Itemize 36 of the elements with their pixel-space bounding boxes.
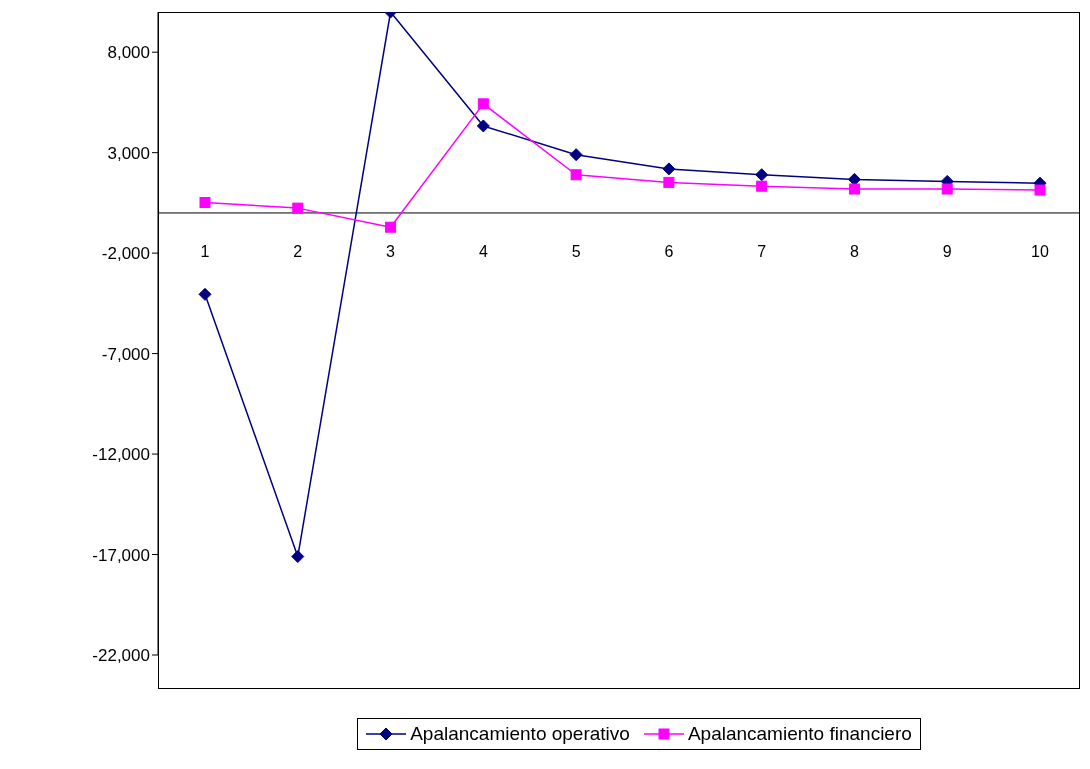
y-tick-label: -17,000 bbox=[92, 545, 150, 565]
x-tick-label: 5 bbox=[571, 243, 581, 261]
y-tick-label: -22,000 bbox=[92, 646, 150, 666]
legend-label: Apalancamiento operativo bbox=[410, 723, 630, 745]
point bbox=[662, 162, 676, 176]
point bbox=[663, 176, 675, 188]
point bbox=[941, 183, 953, 195]
y-tick-label: -12,000 bbox=[92, 445, 150, 465]
y-tick-label: 8,000 bbox=[107, 43, 150, 63]
x-tick-label: 2 bbox=[293, 243, 303, 261]
point bbox=[755, 168, 769, 182]
x-tick-label: 7 bbox=[757, 243, 767, 261]
point bbox=[292, 202, 304, 214]
x-tick-label: 8 bbox=[849, 243, 859, 261]
point bbox=[756, 180, 768, 192]
x-tick-label: 4 bbox=[478, 243, 488, 261]
y-tick-label: -2,000 bbox=[101, 244, 150, 264]
point bbox=[476, 119, 490, 133]
x-tick-label: 10 bbox=[1031, 243, 1049, 261]
point bbox=[477, 98, 489, 110]
point bbox=[569, 148, 583, 162]
point bbox=[291, 550, 305, 564]
y-tick-label: -7,000 bbox=[101, 344, 150, 364]
point bbox=[198, 287, 212, 301]
x-tick-label: 1 bbox=[200, 243, 210, 261]
legend-label: Apalancamiento financiero bbox=[687, 723, 912, 745]
point bbox=[847, 172, 861, 186]
point bbox=[1034, 184, 1046, 196]
x-tick-label: 9 bbox=[942, 243, 952, 261]
x-tick-label: 3 bbox=[386, 243, 396, 261]
y-tick-label: 3,000 bbox=[107, 143, 150, 163]
point bbox=[570, 169, 582, 181]
point bbox=[848, 183, 860, 195]
point bbox=[199, 196, 211, 208]
x-tick-label: 6 bbox=[664, 243, 674, 261]
point bbox=[385, 221, 397, 233]
